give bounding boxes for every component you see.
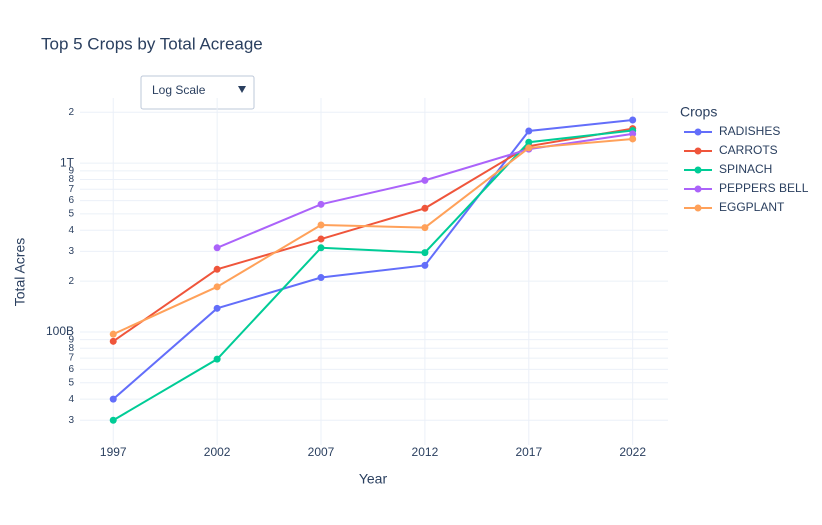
data-point — [317, 274, 325, 282]
data-point — [421, 224, 429, 232]
y-tick-label: 4 — [68, 225, 74, 236]
legend-label: RADISHES — [719, 124, 780, 138]
scale-menu[interactable]: Log Scale — [140, 75, 255, 110]
legend-label: EGGPLANT — [719, 200, 785, 214]
data-point — [317, 235, 325, 243]
data-point — [629, 130, 637, 138]
legend-label: SPINACH — [719, 162, 772, 176]
data-point — [317, 200, 325, 208]
y-tick-label: 9 — [68, 334, 74, 345]
legend-marker — [694, 204, 702, 212]
menu-label[interactable]: Log Scale — [152, 83, 206, 97]
data-point — [109, 416, 117, 424]
data-point — [421, 249, 429, 257]
menu-arrow[interactable] — [238, 86, 246, 93]
data-point — [213, 244, 221, 252]
y-tick-label: 7 — [68, 353, 74, 364]
data-point — [109, 337, 117, 345]
y-tick-label: 100B — [46, 324, 74, 338]
y-tick-label: 8 — [68, 343, 74, 354]
grid — [80, 98, 668, 445]
data-point — [525, 144, 533, 152]
y-tick-label: 2 — [68, 107, 74, 118]
y-axis-title: Total Acres — [12, 238, 28, 306]
y-tick-label: 3 — [68, 246, 74, 257]
x-tick-label: 2017 — [515, 445, 542, 459]
data-point — [213, 304, 221, 312]
legend-label: CARROTS — [719, 143, 778, 157]
data-point — [421, 261, 429, 269]
series-line — [112, 129, 633, 422]
data-point — [213, 355, 221, 363]
series-line — [112, 119, 633, 400]
data-point — [213, 265, 221, 273]
legend-marker — [694, 185, 702, 193]
data-point — [317, 244, 325, 252]
menu-box[interactable] — [140, 75, 255, 110]
x-tick-label: 2002 — [204, 445, 231, 459]
y-tick-label: 7 — [68, 184, 74, 195]
data-point — [317, 221, 325, 229]
y-tick-label: 4 — [68, 394, 74, 405]
data-point — [213, 283, 221, 291]
legend-marker — [694, 128, 702, 136]
legend-label: PEPPERS BELL — [719, 181, 809, 195]
data-point — [421, 204, 429, 212]
series-line — [112, 127, 633, 343]
data-point — [629, 135, 637, 143]
y-tick-label: 3 — [68, 415, 74, 426]
x-axis-title: Year — [359, 471, 388, 487]
y-tick-label: 8 — [68, 174, 74, 185]
y-tick-label: 2 — [68, 276, 74, 287]
y-tick-label: 5 — [68, 209, 74, 220]
chart-title: Top 5 Crops by Total Acreage — [41, 34, 263, 53]
y-tick-label: 9 — [68, 165, 74, 176]
y-tick-label: 6 — [68, 195, 74, 206]
data-point — [629, 116, 637, 124]
legend-marker — [694, 147, 702, 155]
data-point — [109, 395, 117, 403]
series-line — [112, 137, 633, 336]
data-point — [525, 127, 533, 135]
x-tick-label: 1997 — [100, 445, 127, 459]
y-tick-label: 6 — [68, 364, 74, 375]
data-point — [421, 176, 429, 184]
y-tick-label: 5 — [68, 377, 74, 388]
data-point — [525, 138, 533, 146]
x-tick-label: 2022 — [619, 445, 646, 459]
legend-marker — [694, 166, 702, 174]
legend-title: Crops — [680, 104, 717, 120]
y-tick-label: 1T — [60, 155, 75, 169]
x-tick-label: 2007 — [308, 445, 335, 459]
x-tick-label: 2012 — [412, 445, 439, 459]
data-point — [109, 330, 117, 338]
